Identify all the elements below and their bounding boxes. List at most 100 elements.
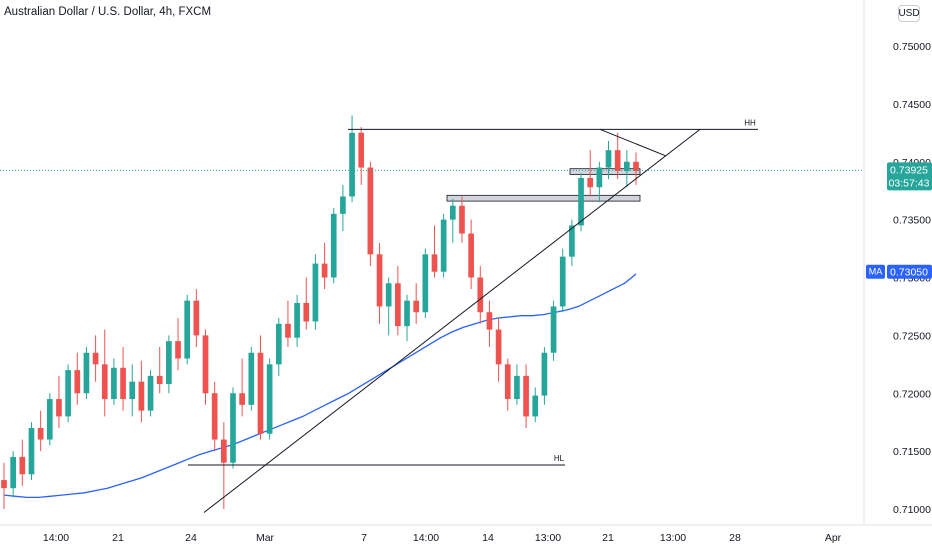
candle-body bbox=[514, 375, 520, 400]
candle-body bbox=[404, 300, 410, 327]
candle bbox=[413, 283, 420, 324]
y-tick-label: 0.72500 bbox=[893, 330, 931, 342]
candle-body bbox=[550, 306, 557, 353]
x-tick-label: 13:00 bbox=[660, 532, 686, 544]
candle bbox=[147, 370, 154, 417]
candle-body bbox=[321, 263, 328, 278]
candle bbox=[248, 346, 255, 411]
candle bbox=[10, 451, 16, 498]
candle bbox=[376, 242, 383, 324]
candle bbox=[541, 346, 548, 405]
candle bbox=[175, 318, 181, 371]
candle-body bbox=[385, 283, 392, 307]
x-tick-label: 28 bbox=[729, 532, 741, 544]
candle-body bbox=[120, 367, 126, 400]
x-tick-label: Apr bbox=[825, 532, 842, 544]
candle bbox=[431, 225, 438, 278]
x-tick-label: 7 bbox=[361, 532, 367, 544]
candle bbox=[239, 358, 245, 417]
moving-average-line bbox=[3, 273, 637, 499]
candle-body bbox=[449, 205, 456, 220]
candle bbox=[56, 375, 62, 428]
candle-body bbox=[138, 381, 145, 411]
candle bbox=[1, 462, 7, 509]
candle bbox=[28, 422, 35, 481]
x-tick-labels: 14:00 21 24 Mar 7 14:00 14 13:00 21 13:00 28 Apr bbox=[43, 532, 842, 544]
candle bbox=[614, 132, 621, 180]
candle bbox=[166, 335, 172, 394]
x-tick-label: 24 bbox=[185, 532, 197, 544]
candle bbox=[193, 289, 200, 347]
candle-body bbox=[477, 277, 484, 313]
candle-body bbox=[569, 225, 575, 257]
candle bbox=[440, 213, 447, 278]
support-zone bbox=[446, 194, 641, 202]
candle-body bbox=[65, 370, 71, 417]
ma-value: 0.73050 bbox=[890, 267, 928, 279]
candle bbox=[340, 184, 346, 232]
candle bbox=[404, 294, 410, 342]
candle bbox=[65, 364, 71, 423]
candle-body bbox=[294, 302, 300, 338]
candle bbox=[486, 300, 493, 347]
candle bbox=[294, 294, 300, 347]
candle bbox=[321, 242, 328, 290]
candle-body bbox=[633, 161, 639, 172]
candle bbox=[129, 364, 136, 417]
candle-body bbox=[395, 283, 401, 327]
candle-body bbox=[56, 399, 62, 417]
candle-body bbox=[468, 233, 474, 278]
candle-body bbox=[37, 427, 44, 440]
drawing-lines bbox=[188, 128, 758, 513]
candle bbox=[46, 393, 53, 446]
candle bbox=[523, 364, 529, 428]
x-tick-label: 13:00 bbox=[535, 532, 561, 544]
bar-countdown: 03:57:43 bbox=[889, 177, 930, 189]
candle-body bbox=[605, 150, 612, 168]
candle-body bbox=[111, 367, 117, 400]
y-tick-label: 0.71500 bbox=[893, 446, 931, 458]
candle bbox=[532, 387, 539, 423]
y-tick-label: 0.71000 bbox=[893, 504, 931, 516]
candle bbox=[477, 265, 484, 324]
candle-body bbox=[257, 352, 264, 434]
candle-body bbox=[83, 352, 90, 394]
candle-body bbox=[578, 177, 584, 226]
candle-body bbox=[559, 256, 566, 307]
currency-button[interactable]: USD bbox=[898, 5, 920, 22]
candle bbox=[92, 335, 99, 382]
candle-body bbox=[376, 254, 383, 307]
x-tick-label: Mar bbox=[256, 532, 275, 544]
candle-body bbox=[431, 254, 438, 272]
candle-body bbox=[10, 456, 16, 489]
candle-body bbox=[147, 375, 154, 411]
candle bbox=[285, 300, 291, 347]
candle bbox=[596, 161, 603, 203]
candle-body bbox=[340, 196, 346, 214]
candle bbox=[449, 198, 456, 243]
candle bbox=[312, 254, 319, 330]
candle-body bbox=[175, 341, 181, 359]
candle bbox=[367, 161, 374, 266]
candle bbox=[275, 318, 282, 376]
current-price-value: 0.73925 bbox=[890, 164, 928, 176]
candle-body bbox=[184, 300, 191, 359]
candle-body bbox=[19, 456, 26, 475]
candle-body bbox=[532, 395, 539, 417]
candle-body bbox=[541, 352, 548, 396]
candle-body bbox=[459, 205, 465, 234]
candle bbox=[220, 422, 227, 509]
candle bbox=[230, 387, 236, 469]
candle bbox=[156, 346, 163, 394]
candle bbox=[559, 248, 566, 313]
candle bbox=[330, 208, 337, 284]
y-tick-label: 0.75000 bbox=[893, 41, 931, 53]
candle bbox=[257, 335, 264, 440]
ma-value-label: MA 0.73050 bbox=[866, 264, 932, 279]
candle-body bbox=[367, 167, 374, 255]
support-zones bbox=[446, 168, 641, 202]
y-tick-label: 0.73500 bbox=[893, 215, 931, 227]
candle bbox=[74, 352, 81, 405]
y-tick-label: 0.72000 bbox=[893, 388, 931, 400]
